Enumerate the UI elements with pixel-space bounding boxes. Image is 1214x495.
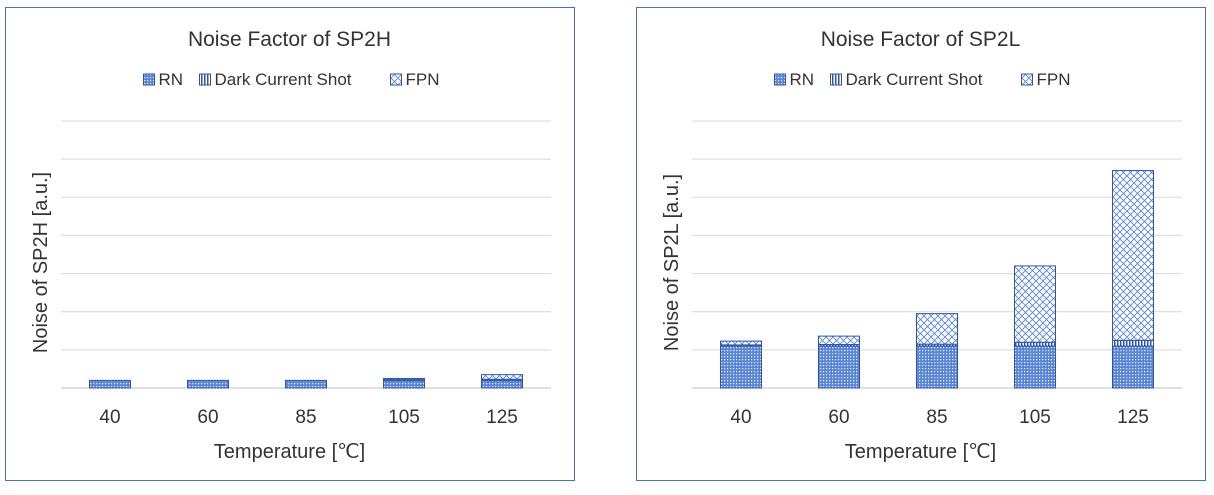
bar-rn-105 [383,379,425,389]
x-tick-label: 40 [730,407,751,428]
legend-label: Dark Current Shot [846,70,983,89]
legend-item-fpn: FPN [390,70,440,89]
chart-panel-sp2l: Noise Factor of SP2L RN Dark Current Shot F… [636,7,1206,481]
x-tick-label: 85 [926,407,947,428]
legend-swatch [390,73,402,86]
legend-label: RN [790,70,815,89]
bar-dark-current-shot-105 [1014,341,1056,347]
bar-rn-85 [916,345,958,389]
x-tick-label: 125 [1117,407,1149,428]
legend-label: FPN [1037,70,1071,89]
bar-fpn-125 [481,374,523,380]
bar-fpn-105 [383,377,425,381]
x-axis-label: Temperature [℃] [214,441,365,463]
legend-item-dark-current-shot: Dark Current Shot [830,70,983,89]
legend-swatch [1021,73,1033,86]
bar-rn-40 [720,345,762,389]
bar-fpn-85 [916,313,958,345]
x-tick-label: 125 [486,407,518,428]
chart-sp2l: Noise Factor of SP2L RN Dark Current Shot F… [661,28,1182,463]
legend-label: Dark Current Shot [215,70,352,89]
legend-swatch [830,73,842,86]
legend-swatch [774,73,786,86]
chart-panel-sp2h: Noise Factor of SP2H RN Dark Current Shot F… [5,7,575,481]
chart-title: Noise Factor of SP2H [188,28,391,51]
bar-rn-125 [481,379,523,389]
legend-item-dark-current-shot: Dark Current Shot [199,70,352,89]
legend-label: RN [159,70,184,89]
bar-fpn-60 [818,335,860,346]
bar-fpn-125 [1112,170,1154,341]
x-tick-label: 60 [828,407,849,428]
chart-title: Noise Factor of SP2L [821,28,1021,51]
x-axis-label: Temperature [℃] [845,441,996,463]
x-tick-label: 60 [197,407,218,428]
legend-swatch [199,73,211,86]
x-tick-label: 105 [1019,407,1051,428]
bar-rn-105 [1014,345,1056,389]
bar-dark-current-shot-125 [1112,339,1154,347]
bar-fpn-105 [1014,265,1056,343]
legend-swatch [143,73,155,86]
bar-rn-60 [818,345,860,389]
legend-item-rn: RN [774,70,815,89]
bar-rn-60 [187,379,229,389]
legend-item-fpn: FPN [1021,70,1071,89]
legend-item-rn: RN [143,70,184,89]
legend-label: FPN [406,70,440,89]
x-tick-label: 40 [99,407,120,428]
y-axis-label: Noise of SP2H [a.u.] [30,172,52,353]
bar-fpn-40 [720,340,762,346]
bar-rn-40 [89,379,131,389]
bar-rn-85 [285,379,327,389]
y-axis-label: Noise of SP2L [a.u.] [661,174,683,351]
x-tick-label: 105 [388,407,420,428]
x-tick-label: 85 [295,407,316,428]
bar-rn-125 [1112,345,1154,389]
